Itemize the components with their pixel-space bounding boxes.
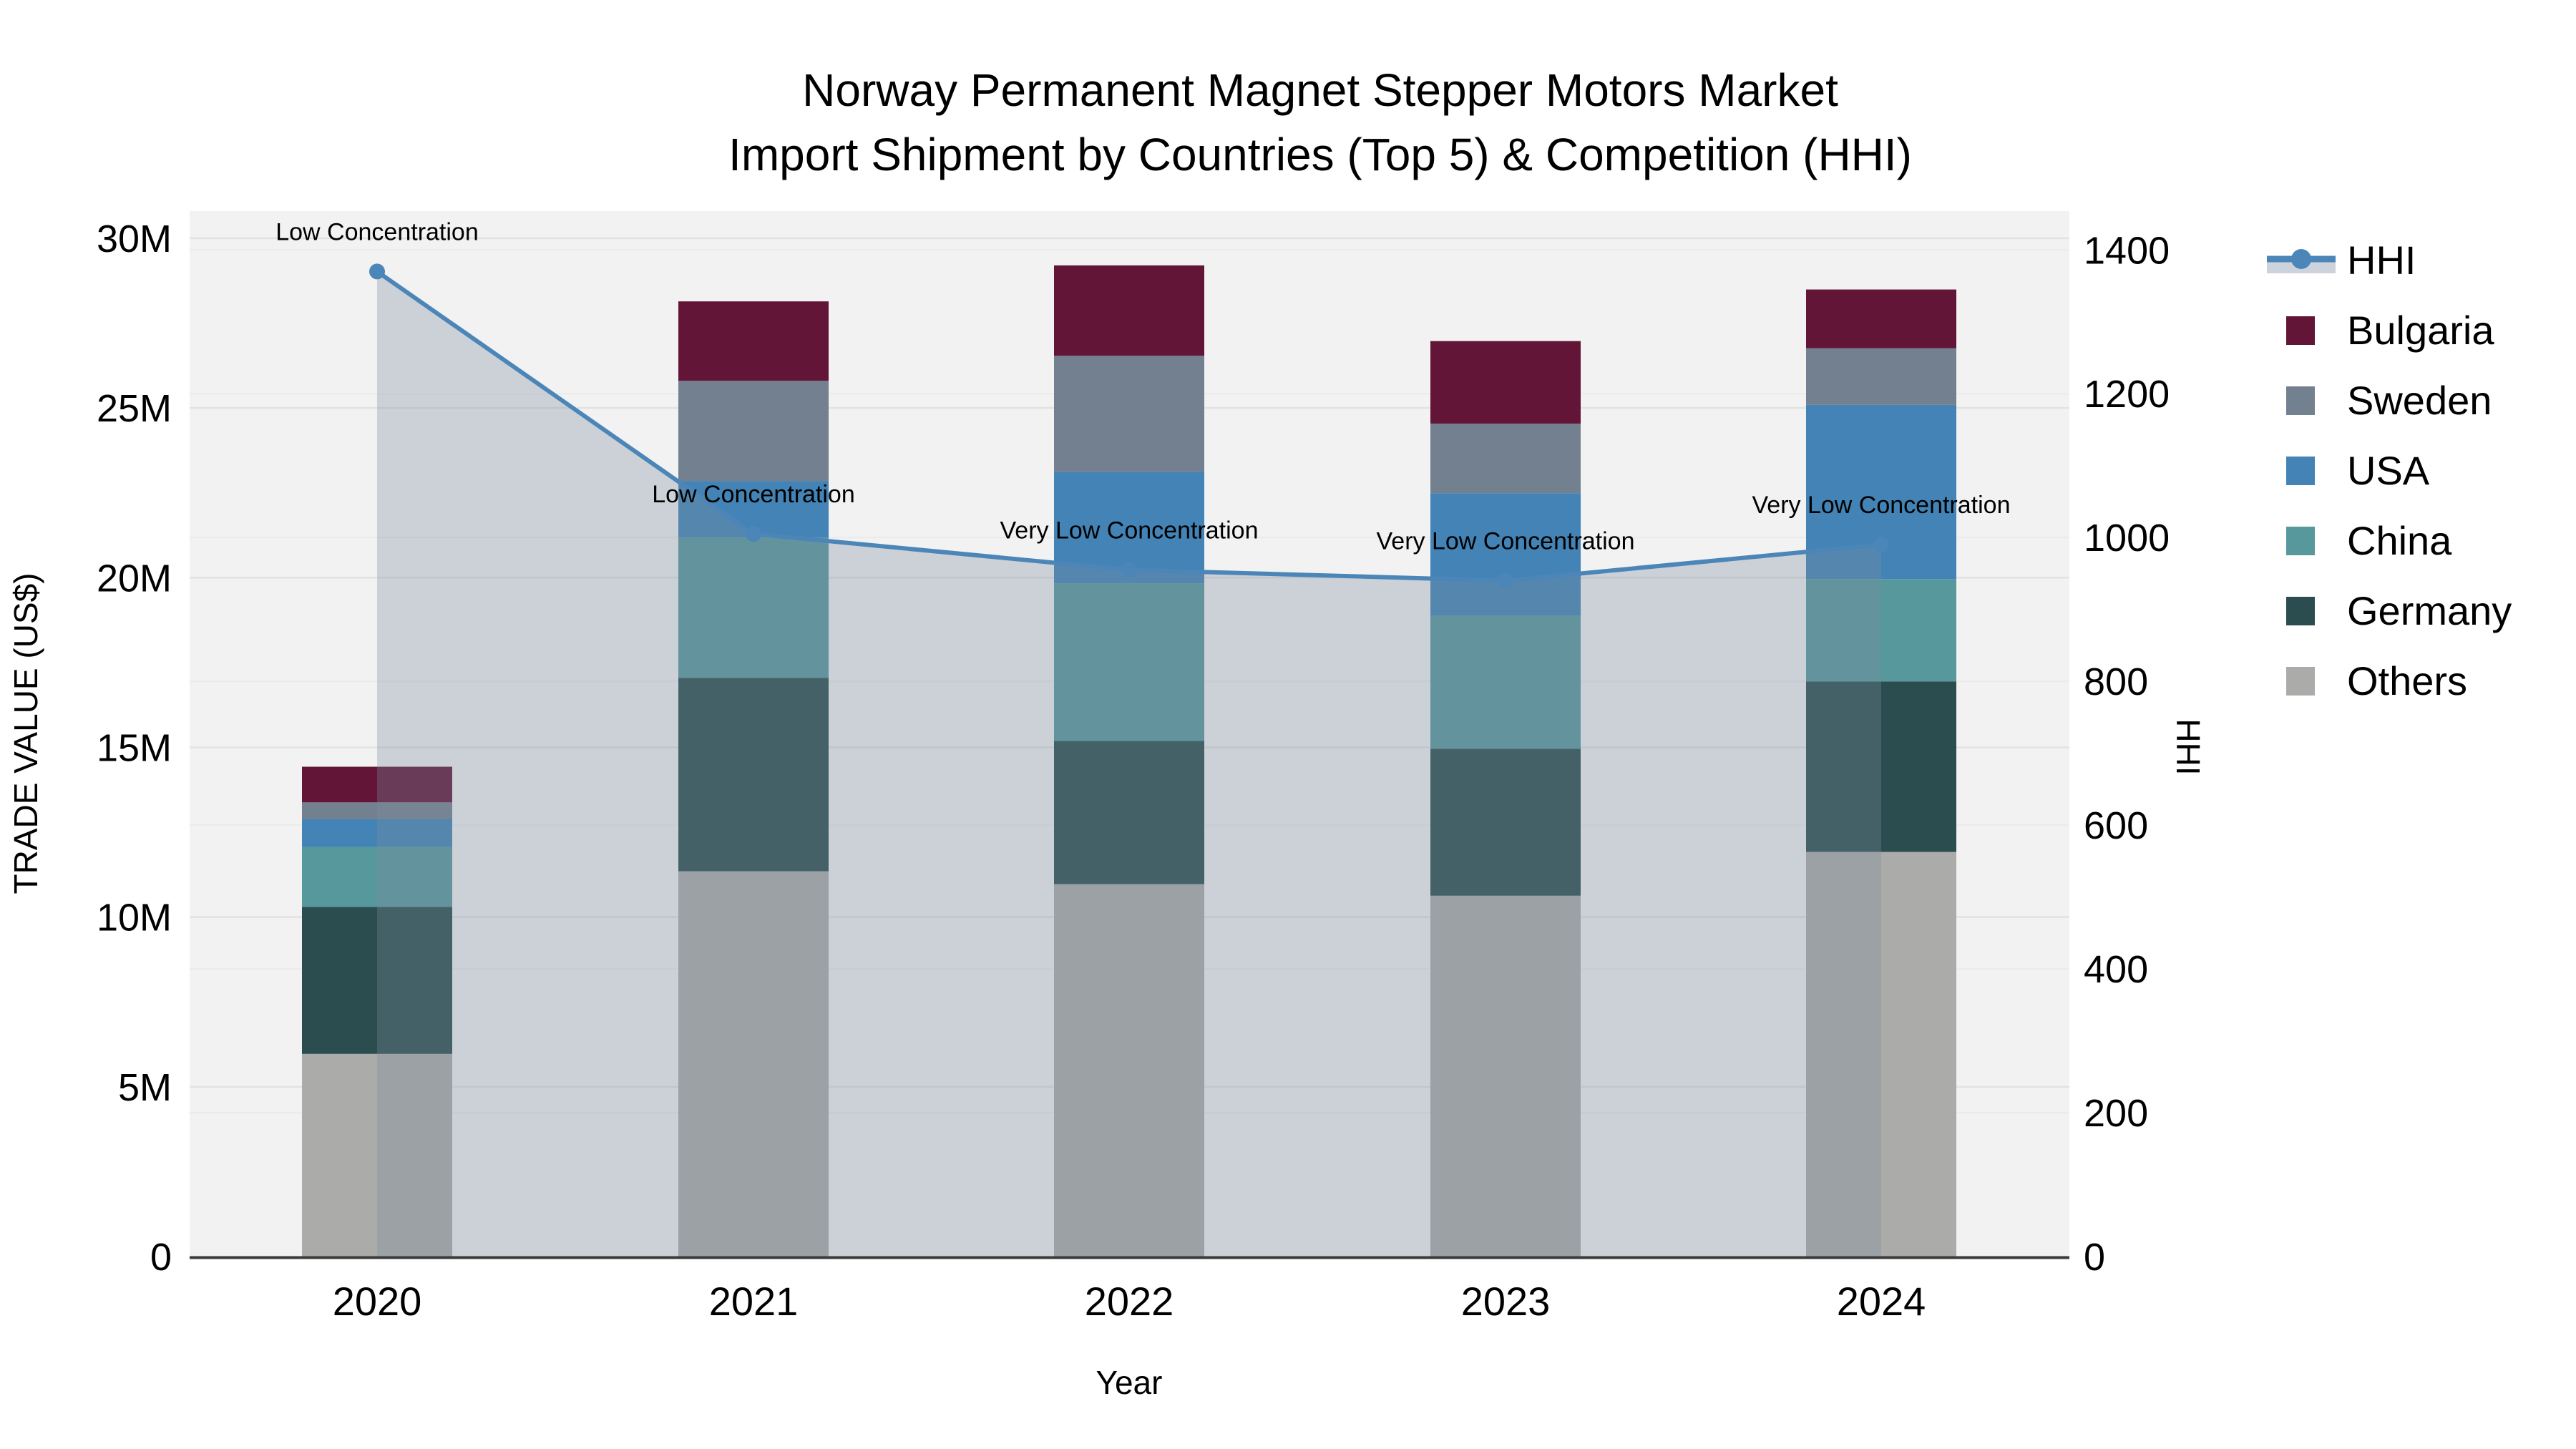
bar-segment-bulgaria-2022 [1054,265,1204,356]
right-axis-tick-labels: 0 200 400 600 800 1000 1200 1400 [2084,229,2170,1279]
legend-label-china: China [2347,518,2452,563]
annotation-2024: Very Low Concentration [1752,492,2011,519]
bar-segment-usa-2023 [1430,493,1581,616]
right-tick-0: 0 [2084,1236,2105,1279]
legend-label-hhi: HHI [2347,238,2416,283]
bar-segment-bulgaria-2023 [1430,341,1581,424]
bar-segment-china-2024 [1806,579,1956,682]
right-tick-1200: 1200 [2084,373,2170,416]
bar-segment-sweden-2020 [302,802,452,819]
legend-swatch-bulgaria [2286,316,2315,345]
legend-item-germany[interactable]: Germany [2286,588,2512,633]
bar-segment-sweden-2021 [678,381,829,482]
legend-label-others: Others [2347,658,2467,703]
legend-item-usa[interactable]: USA [2286,448,2430,493]
legend-label-sweden: Sweden [2347,378,2492,423]
bar-segment-bulgaria-2020 [302,766,452,803]
hhi-marker-2020 [369,263,385,280]
hhi-marker-2024 [1873,537,1889,553]
annotation-2023: Very Low Concentration [1377,527,1635,555]
bar-segment-others-2021 [678,871,829,1257]
legend-swatch-others [2286,667,2315,696]
bar-segment-germany-2024 [1806,681,1956,852]
bar-segment-china-2020 [302,847,452,907]
bar-segment-bulgaria-2024 [1806,289,1956,348]
right-tick-800: 800 [2084,660,2148,703]
hhi-marker-2023 [1498,572,1513,589]
y-left-axis-title: TRADE VALUE (US$) [7,572,44,894]
bar-segment-germany-2022 [1054,741,1204,884]
legend-item-china[interactable]: China [2286,518,2452,563]
legend-swatch-germany [2286,597,2315,625]
bar-segment-germany-2021 [678,678,829,872]
legend-item-others[interactable]: Others [2286,658,2467,703]
annotations: Low Concentration Low Concentration Very L… [275,218,2010,555]
hhi-area-polygon [377,271,1881,1257]
right-tick-1400: 1400 [2084,229,2170,272]
legend-label-usa: USA [2347,448,2430,493]
left-tick-25M: 25M [97,387,172,430]
bar-segment-others-2022 [1054,884,1204,1257]
hhi-marker-2022 [1121,562,1137,578]
bar-segment-sweden-2024 [1806,348,1956,405]
bar-segment-sweden-2023 [1430,423,1581,494]
x-tick-2023: 2023 [1461,1279,1551,1324]
chart-title-line2: Import Shipment by Countries (Top 5) & C… [728,129,1912,180]
x-tick-2020: 2020 [333,1279,422,1324]
bar-segment-china-2021 [678,537,829,678]
left-axis-tick-labels: 0 5M 10M 15M 20M 25M 30M [97,218,172,1279]
bar-segment-others-2023 [1430,895,1581,1257]
annotation-2020: Low Concentration [275,218,479,245]
y-right-axis-title: HHI [2170,718,2207,775]
legend-hhi-marker [2291,249,2311,269]
right-tick-1000: 1000 [2084,517,2170,560]
legend-item-hhi[interactable]: HHI [2267,238,2416,283]
legend-swatch-usa [2286,457,2315,485]
legend-swatch-sweden [2286,386,2315,415]
chart-title-line1: Norway Permanent Magnet Stepper Motors M… [802,64,1838,116]
x-tick-2021: 2021 [709,1279,799,1324]
legend-item-bulgaria[interactable]: Bulgaria [2286,308,2494,353]
bar-segment-sweden-2022 [1054,356,1204,472]
bar-segment-usa-2020 [302,819,452,847]
bar-segment-china-2023 [1430,615,1581,749]
hhi-line [369,263,1889,589]
bar-segment-others-2024 [1806,852,1956,1257]
x-axis-tick-labels: 2020 2021 2022 2023 2024 [333,1279,1926,1324]
annotation-2021: Low Concentration [652,481,855,508]
legend-swatch-china [2286,527,2315,555]
legend: HHI Bulgaria Sweden USA China Germany Others [2267,238,2512,703]
bar-segment-germany-2023 [1430,748,1581,896]
legend-label-bulgaria: Bulgaria [2347,308,2494,353]
x-tick-2022: 2022 [1085,1279,1174,1324]
hhi-area-fill [377,271,1881,1257]
left-tick-15M: 15M [97,726,172,769]
legend-item-sweden[interactable]: Sweden [2286,378,2492,423]
bar-segment-china-2022 [1054,583,1204,741]
stacked-bars [302,265,1956,1257]
left-tick-10M: 10M [97,897,172,940]
right-tick-200: 200 [2084,1092,2148,1135]
right-tick-400: 400 [2084,948,2148,991]
left-tick-30M: 30M [97,218,172,260]
hhi-marker-2021 [746,526,761,542]
bar-segment-germany-2020 [302,907,452,1054]
x-tick-2024: 2024 [1837,1279,1926,1324]
legend-label-germany: Germany [2347,588,2512,633]
annotation-2022: Very Low Concentration [1000,517,1259,544]
left-tick-0: 0 [150,1236,172,1279]
bar-segment-others-2020 [302,1053,452,1257]
x-axis-title: Year [1096,1364,1163,1401]
left-tick-20M: 20M [97,557,172,600]
left-tick-5M: 5M [118,1066,172,1109]
right-tick-600: 600 [2084,804,2148,847]
bar-segment-bulgaria-2021 [678,301,829,381]
